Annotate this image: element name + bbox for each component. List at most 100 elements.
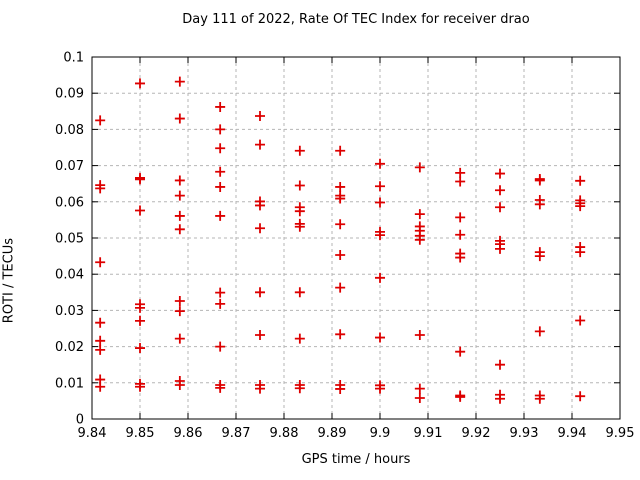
data-point-plus-marker: [174, 306, 185, 317]
data-point-plus-marker: [215, 143, 226, 154]
data-point-plus-marker: [375, 272, 385, 283]
data-point-plus-marker: [534, 326, 545, 337]
data-point-plus-marker: [215, 166, 226, 177]
data-point-plus-marker: [174, 333, 185, 344]
data-point-plus-marker: [575, 391, 586, 402]
data-point-plus-marker: [375, 158, 385, 169]
data-point-plus-marker: [215, 382, 226, 393]
x-tick-label: 9.86: [174, 426, 203, 441]
y-tick-label: 0.04: [55, 268, 84, 283]
data-point-plus-marker: [135, 174, 145, 185]
data-point-plus-marker: [95, 335, 106, 346]
data-point-plus-marker: [414, 330, 425, 341]
data-point-plus-marker: [135, 205, 145, 216]
data-point-plus-marker: [174, 210, 185, 221]
data-point-plus-marker: [455, 212, 466, 223]
data-point-plus-marker: [495, 359, 505, 370]
data-point-plus-marker: [174, 379, 185, 390]
data-point-plus-marker: [375, 230, 385, 241]
data-point-plus-marker: [215, 298, 226, 309]
y-tick-label: 0.05: [55, 232, 84, 247]
y-tick-label: 0.09: [55, 87, 84, 102]
data-point-plus-marker: [375, 383, 385, 394]
x-tick-label: 9.95: [606, 426, 635, 441]
data-point-plus-marker: [335, 329, 346, 340]
data-point-plus-marker: [375, 197, 385, 208]
data-point-plus-marker: [174, 190, 185, 201]
y-tick-label: 0.06: [55, 195, 84, 210]
data-point-plus-marker: [455, 176, 466, 187]
y-tick-label: 0.07: [55, 159, 84, 174]
data-point-plus-marker: [215, 181, 226, 192]
data-point-plus-marker: [95, 317, 106, 328]
data-point-plus-marker: [135, 302, 145, 313]
data-point-plus-marker: [135, 343, 145, 354]
data-point-plus-marker: [414, 209, 425, 220]
data-point-plus-marker: [455, 391, 466, 402]
x-tick-label: 9.89: [318, 426, 347, 441]
data-point-plus-marker: [575, 201, 586, 212]
data-point-plus-marker: [534, 393, 545, 404]
data-point-plus-marker: [414, 393, 425, 404]
x-axis-label: GPS time / hours: [301, 452, 411, 467]
data-point-plus-marker: [294, 206, 305, 217]
y-tick-label: 0: [76, 413, 84, 428]
data-point-plus-marker: [215, 287, 226, 298]
data-point-plus-marker: [255, 200, 265, 211]
data-point-plus-marker: [174, 175, 185, 186]
data-point-plus-marker: [95, 381, 106, 392]
data-point-plus-marker: [335, 145, 346, 156]
data-point-plus-marker: [255, 383, 265, 394]
data-point-plus-marker: [255, 330, 265, 341]
x-tick-label: 9.88: [270, 426, 299, 441]
data-point-plus-marker: [534, 199, 545, 210]
data-point-plus-marker: [495, 185, 505, 196]
x-tick-label: 9.9: [370, 426, 391, 441]
y-tick-label: 0.03: [55, 304, 84, 319]
x-tick-label: 9.85: [126, 426, 155, 441]
data-point-plus-marker: [255, 139, 265, 150]
data-point-plus-marker: [215, 124, 226, 135]
data-point-plus-marker: [95, 115, 106, 126]
data-point-plus-marker: [534, 251, 545, 262]
data-point-plus-marker: [135, 315, 145, 326]
y-tick-label: 0.02: [55, 340, 84, 355]
data-point-plus-marker: [414, 162, 425, 173]
data-point-plus-marker: [215, 210, 226, 221]
data-point-plus-marker: [174, 295, 185, 306]
data-point-plus-marker: [375, 332, 385, 343]
data-point-plus-marker: [495, 243, 505, 254]
data-point-plus-marker: [255, 223, 265, 234]
data-point-plus-marker: [294, 145, 305, 156]
data-point-plus-marker: [534, 175, 545, 186]
data-point-plus-marker: [294, 221, 305, 232]
data-point-plus-marker: [95, 257, 106, 268]
x-tick-label: 9.84: [78, 426, 107, 441]
data-point-plus-marker: [375, 181, 385, 192]
data-point-plus-marker: [95, 344, 106, 355]
data-point-plus-marker: [255, 287, 265, 298]
data-point-plus-marker: [335, 181, 346, 192]
y-tick-label: 0.08: [55, 123, 84, 138]
data-point-plus-marker: [135, 381, 145, 392]
data-point-plus-marker: [455, 252, 466, 263]
y-tick-label: 0.1: [63, 51, 84, 66]
data-point-plus-marker: [215, 101, 226, 112]
x-tick-label: 9.93: [510, 426, 539, 441]
data-point-plus-marker: [414, 383, 425, 394]
data-point-plus-marker: [495, 393, 505, 404]
data-point-plus-marker: [135, 78, 145, 89]
data-point-plus-marker: [335, 383, 346, 394]
data-point-plus-marker: [414, 234, 425, 245]
data-point-plus-marker: [335, 193, 346, 204]
data-point-plus-marker: [575, 247, 586, 258]
data-point-plus-marker: [455, 167, 466, 178]
data-point-plus-marker: [174, 76, 185, 87]
data-point-plus-marker: [335, 219, 346, 230]
data-point-plus-marker: [255, 111, 265, 122]
x-tick-label: 9.91: [414, 426, 443, 441]
data-point-plus-marker: [575, 175, 586, 186]
data-point-plus-marker: [294, 383, 305, 394]
